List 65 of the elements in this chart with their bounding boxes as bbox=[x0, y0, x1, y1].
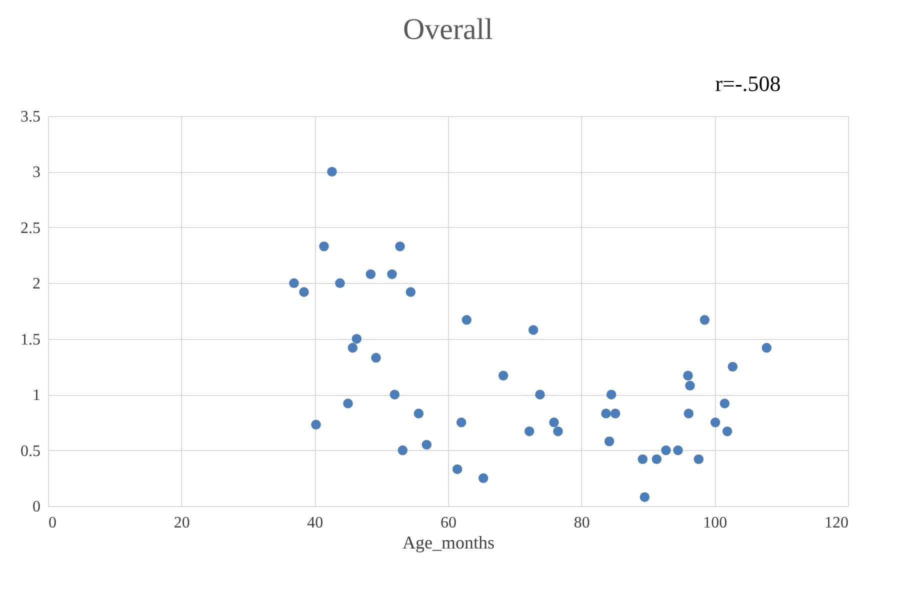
x-tick-label: 120 bbox=[824, 514, 848, 532]
point bbox=[422, 440, 432, 450]
point bbox=[685, 380, 695, 391]
y-tick-label: 3 bbox=[32, 164, 40, 182]
x-tick-label: 0 bbox=[48, 514, 56, 532]
point bbox=[352, 334, 362, 344]
point bbox=[722, 426, 732, 436]
y-tick-label: 1.5 bbox=[20, 331, 40, 348]
point bbox=[414, 408, 424, 418]
point bbox=[604, 436, 614, 446]
x-tick-label: 100 bbox=[703, 514, 728, 532]
point bbox=[289, 278, 299, 288]
point bbox=[299, 287, 309, 297]
x-tick-label: 20 bbox=[174, 514, 190, 532]
y-tick-label: 2.5 bbox=[20, 220, 40, 237]
point bbox=[524, 426, 534, 436]
chart-title: Overall bbox=[403, 13, 493, 46]
point bbox=[652, 454, 662, 464]
point bbox=[395, 242, 405, 252]
point bbox=[348, 342, 358, 353]
point bbox=[762, 342, 772, 353]
point bbox=[327, 166, 337, 177]
point bbox=[452, 464, 462, 474]
point bbox=[728, 362, 738, 372]
point bbox=[398, 445, 408, 456]
point bbox=[673, 445, 683, 456]
point bbox=[683, 370, 693, 380]
point bbox=[456, 418, 466, 428]
point bbox=[366, 269, 376, 280]
y-tick-label: 0.5 bbox=[20, 442, 40, 460]
point bbox=[462, 315, 472, 325]
point bbox=[498, 370, 508, 380]
y-tick-label: 1 bbox=[32, 387, 40, 404]
x-tick-label: 60 bbox=[440, 514, 456, 532]
y-tick-label: 3.5 bbox=[20, 108, 40, 126]
point bbox=[319, 242, 329, 252]
point bbox=[720, 398, 730, 408]
point bbox=[661, 445, 671, 456]
point bbox=[610, 408, 620, 418]
point bbox=[335, 278, 345, 288]
point bbox=[700, 315, 710, 325]
y-tick-label: 2 bbox=[32, 276, 40, 293]
point bbox=[553, 426, 563, 436]
point bbox=[638, 454, 648, 464]
x-tick-label: 40 bbox=[307, 514, 324, 532]
point bbox=[390, 390, 400, 400]
point bbox=[606, 390, 616, 400]
point bbox=[311, 420, 321, 430]
point bbox=[387, 269, 397, 280]
point bbox=[406, 287, 416, 297]
point bbox=[710, 418, 720, 428]
point bbox=[343, 398, 353, 408]
point bbox=[528, 325, 538, 335]
y-tick-label: 0 bbox=[32, 498, 40, 516]
x-tick-label: 80 bbox=[574, 514, 590, 532]
point bbox=[640, 492, 650, 502]
point bbox=[549, 418, 559, 428]
x-axis-title: Age_months bbox=[402, 532, 494, 552]
point bbox=[371, 352, 381, 363]
point bbox=[684, 408, 694, 418]
text: r=-.508 bbox=[715, 71, 781, 96]
point bbox=[478, 473, 488, 484]
point bbox=[535, 390, 545, 400]
point bbox=[694, 454, 704, 464]
point bbox=[601, 408, 611, 418]
